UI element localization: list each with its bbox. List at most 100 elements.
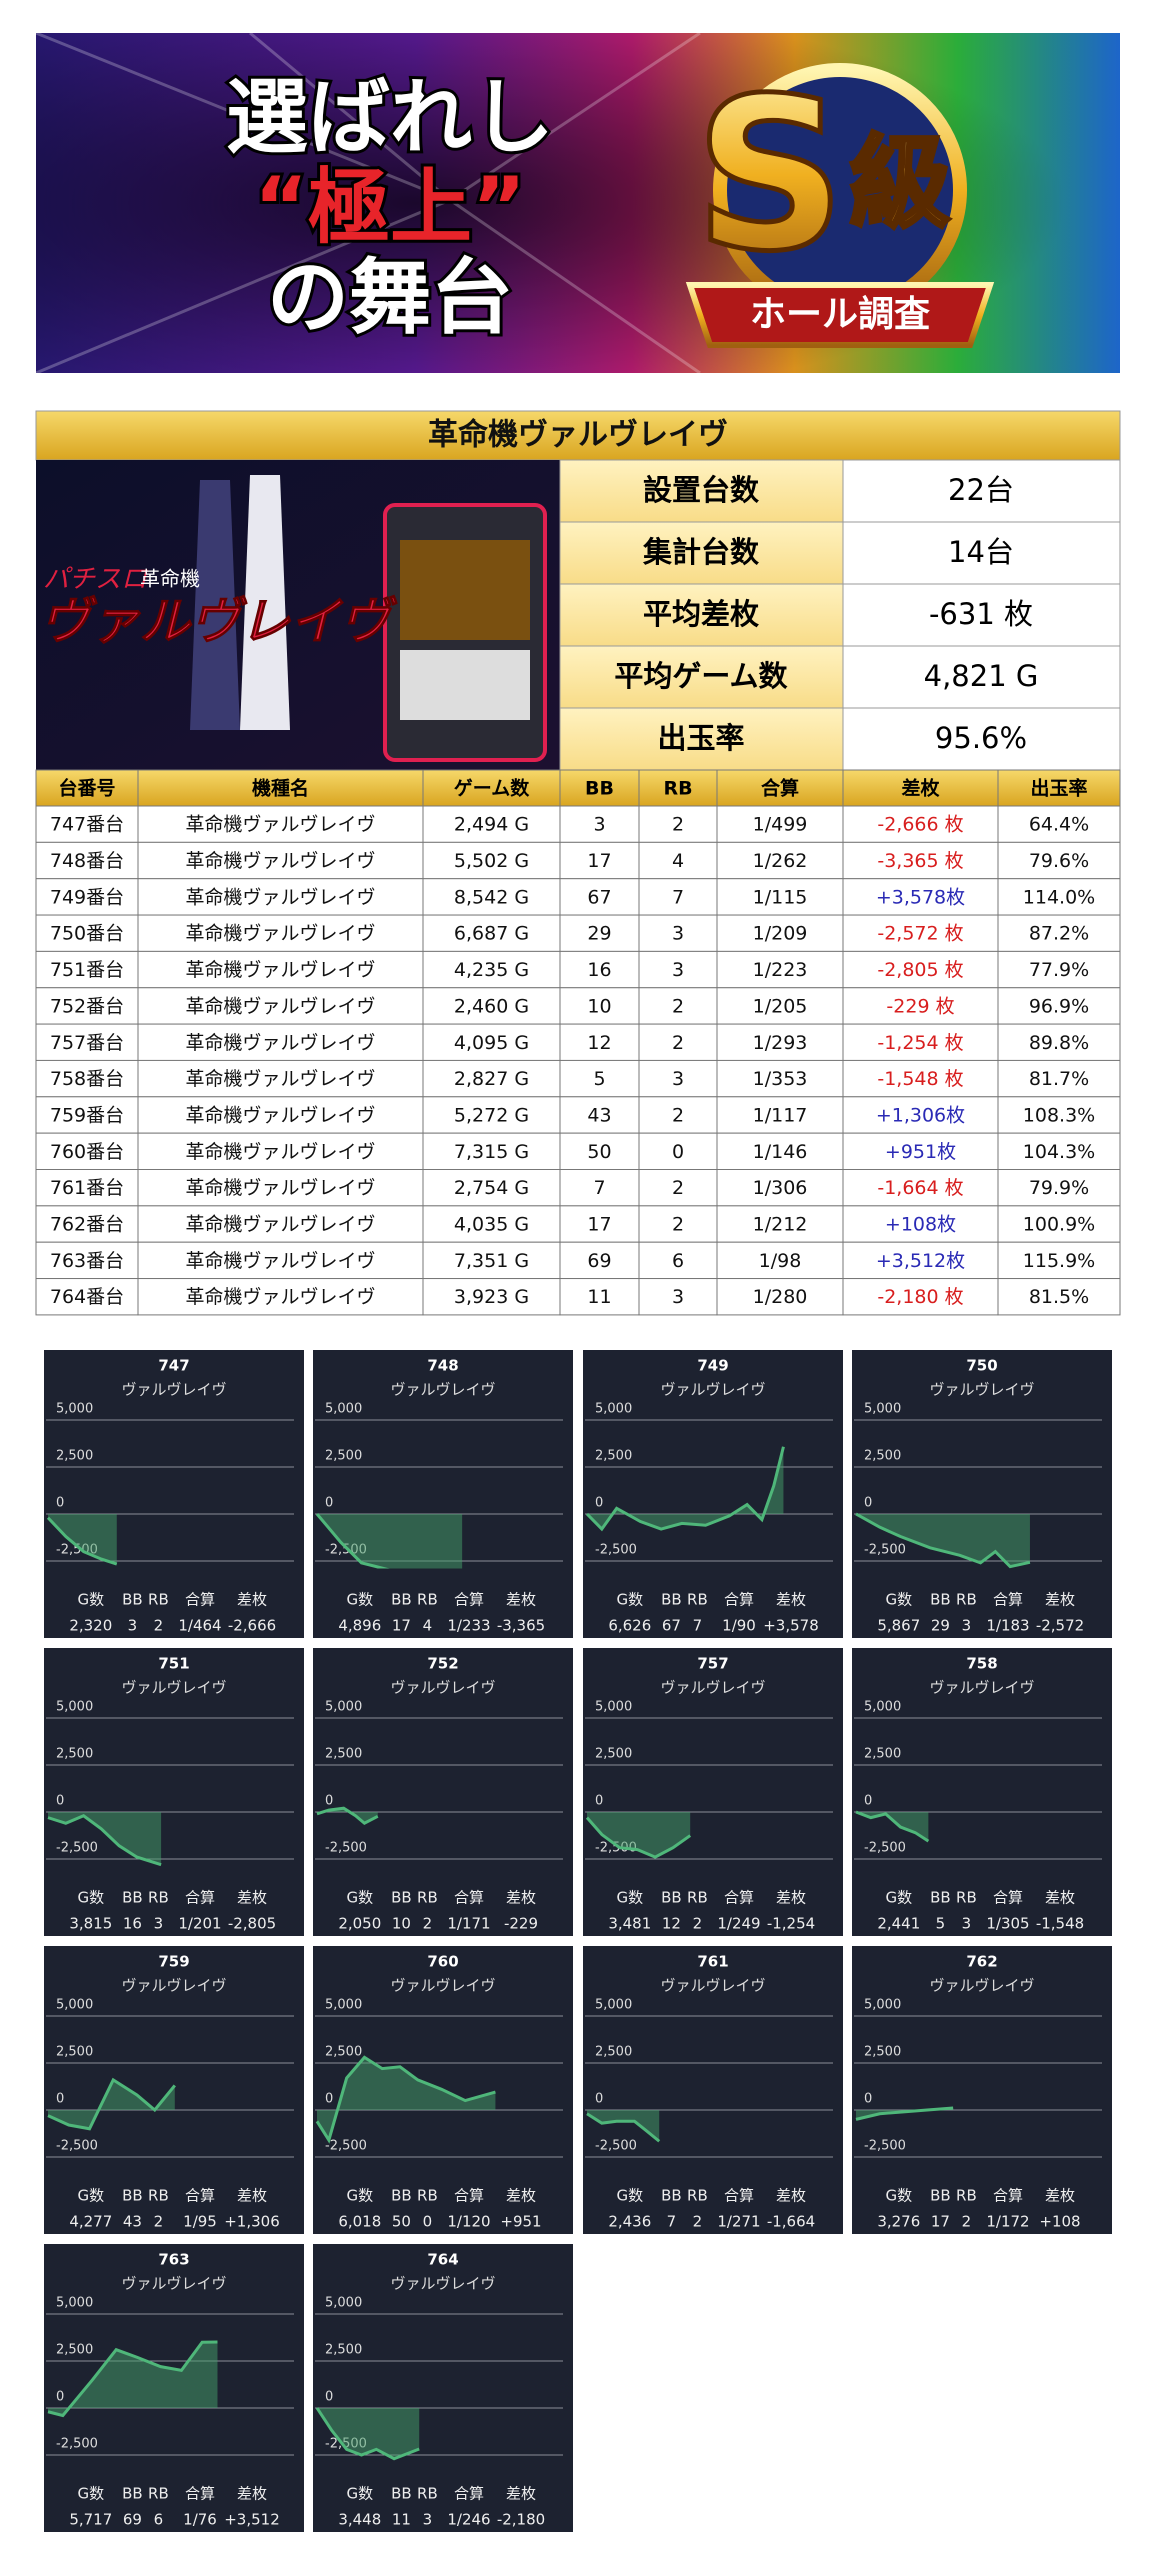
y-tick-label: 2,500 — [56, 1746, 93, 1761]
footer-label: 差枚 — [506, 1591, 536, 1609]
cell-text: 12 — [587, 1032, 611, 1054]
cell-text: 革命機ヴァルヴレイヴ — [185, 959, 375, 981]
footer-label: 差枚 — [776, 2187, 806, 2205]
cell-text: 757番台 — [50, 1032, 124, 1054]
cell — [638, 1205, 718, 1243]
cell-text: 114.0% — [1023, 886, 1095, 908]
logo-tag: 革命機 — [140, 567, 200, 591]
footer-label: 合算 — [185, 2187, 215, 2205]
cell — [997, 1278, 1121, 1316]
cell — [716, 1059, 844, 1098]
summary-value: 22台 — [948, 473, 1014, 507]
footer-value: 3,481 — [608, 1915, 651, 1933]
cell-text: 1/205 — [753, 995, 808, 1017]
cell-text: 761番台 — [50, 1177, 124, 1199]
cell — [35, 1023, 139, 1061]
cell — [638, 805, 718, 843]
chart-title: 762 — [966, 1953, 997, 1971]
mini-chart — [313, 1350, 573, 1638]
cell-text: 11 — [587, 1286, 611, 1308]
footer-value: 50 — [392, 2213, 411, 2231]
area — [48, 2341, 218, 2416]
cell-text: 2,460 G — [454, 995, 529, 1017]
y-tick-label: 0 — [56, 1495, 64, 1510]
footer-label: RB — [687, 1591, 708, 1609]
footer-label: 差枚 — [237, 2187, 267, 2205]
footer-label: 差枚 — [237, 1591, 267, 1609]
footer-label: 差枚 — [237, 2485, 267, 2503]
cell — [716, 1278, 844, 1316]
footer-label: BB — [391, 1889, 412, 1907]
cell — [137, 950, 424, 989]
y-tick-label: 5,000 — [595, 1402, 632, 1417]
footer-value: 1/246 — [447, 2511, 490, 2529]
footer-value: 1/120 — [447, 2213, 490, 2231]
footer-label: RB — [956, 2187, 977, 2205]
cell — [35, 1278, 139, 1316]
cell-text: 8,542 G — [454, 886, 529, 908]
footer-value: 1/201 — [178, 1915, 221, 1933]
cell — [997, 914, 1121, 952]
footer-value: +1,306 — [224, 2213, 280, 2231]
cell — [422, 1059, 561, 1098]
header-text: ゲーム数 — [454, 777, 530, 800]
cell-text: 革命機ヴァルヴレイヴ — [185, 1250, 375, 1272]
footer-value: 1/249 — [717, 1915, 760, 1933]
logo: ヴァルヴレイヴ — [40, 593, 398, 651]
footer-label: 差枚 — [776, 1889, 806, 1907]
cell — [997, 805, 1121, 843]
footer-value: 6,018 — [338, 2213, 381, 2231]
footer-value: -3,365 — [497, 1617, 545, 1635]
cell — [137, 1205, 424, 1243]
area — [48, 1811, 162, 1865]
footer-label: 合算 — [724, 1591, 754, 1609]
cell-text: 革命機ヴァルヴレイヴ — [185, 1104, 375, 1126]
header-text: BB — [585, 778, 614, 800]
footer-value: 3 — [423, 2511, 433, 2529]
cell — [422, 878, 561, 916]
banner-line: の舞台 — [267, 250, 513, 345]
footer-label: RB — [417, 2485, 438, 2503]
area — [856, 1513, 1030, 1567]
summary-value-cell — [842, 583, 1121, 647]
cell — [638, 914, 718, 952]
footer-label: G数 — [885, 2187, 912, 2205]
cell — [842, 914, 999, 952]
footer-value: 1/305 — [986, 1915, 1029, 1933]
footer-value: 3,448 — [338, 2511, 381, 2529]
mini-chart — [852, 1946, 1112, 2234]
footer-value: 2 — [154, 1617, 164, 1635]
cell-text: 4,035 G — [454, 1214, 529, 1236]
footer-value: 43 — [123, 2213, 142, 2231]
cell — [35, 1241, 139, 1280]
cell — [716, 1023, 844, 1061]
character — [190, 480, 240, 730]
footer-value: 0 — [423, 2213, 433, 2231]
footer-value: 1/76 — [183, 2511, 217, 2529]
header-cell — [716, 769, 844, 807]
mini-chart — [313, 1648, 573, 1936]
cell-text: +108枚 — [885, 1214, 956, 1236]
y-tick-label: 5,000 — [56, 2296, 93, 2311]
chart-title: 760 — [427, 1953, 458, 1971]
cell — [422, 1278, 561, 1316]
cell-text: 87.2% — [1029, 923, 1089, 945]
chart-title: 759 — [158, 1953, 189, 1971]
chart-title: 764 — [427, 2251, 458, 2269]
logo-small: パチスロ — [43, 565, 148, 595]
footer-value: 1/90 — [722, 1617, 756, 1635]
footer-value: -229 — [504, 1915, 538, 1933]
footer-label: RB — [417, 1889, 438, 1907]
cell-text: -2,805 枚 — [877, 959, 963, 981]
cell-text: 2 — [672, 995, 684, 1017]
chart-title: 750 — [966, 1357, 997, 1375]
cell — [997, 987, 1121, 1025]
header-text: RB — [663, 778, 692, 800]
chart-title: 757 — [697, 1655, 728, 1673]
cell-text: 81.7% — [1029, 1068, 1089, 1090]
footer-label: BB — [122, 1591, 143, 1609]
cell-text: -2,666 枚 — [877, 814, 963, 836]
cell — [137, 1169, 424, 1207]
footer-value: 2 — [693, 1915, 703, 1933]
summary-value: 4,821 G — [924, 659, 1039, 693]
